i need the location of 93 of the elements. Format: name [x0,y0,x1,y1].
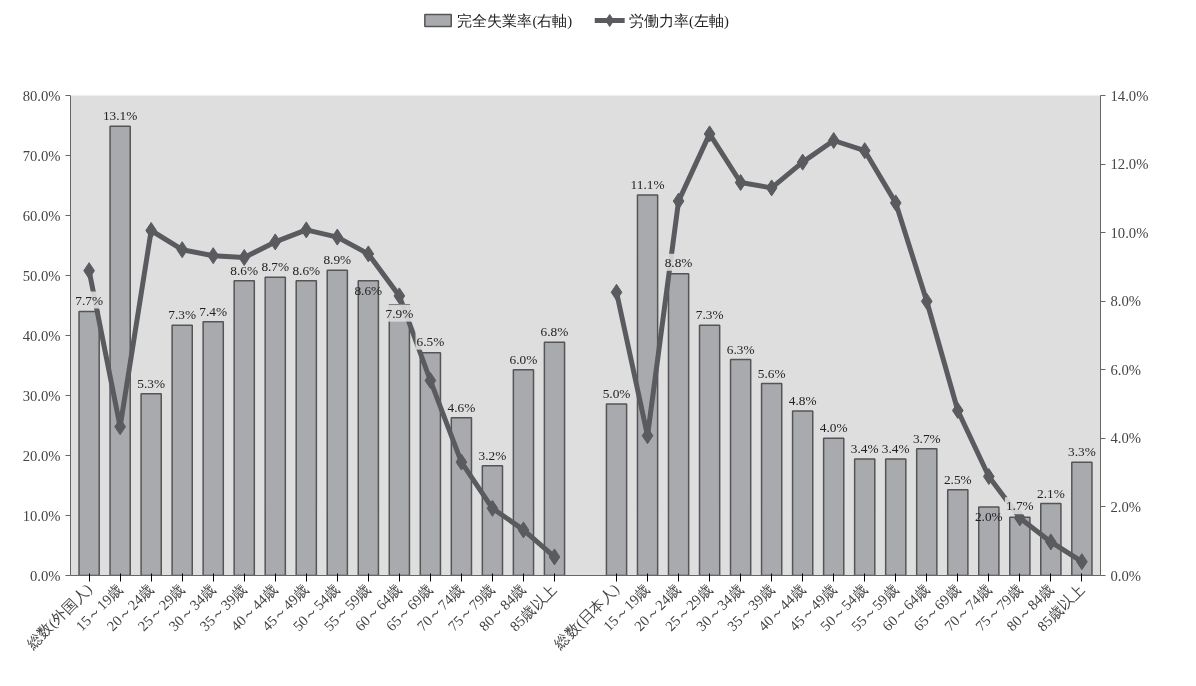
point [145,222,157,239]
point [920,292,933,310]
bar [729,358,752,576]
data-label: 2.1% [1036,485,1065,501]
bar [698,324,721,576]
point [858,142,871,160]
point [331,228,344,246]
data-label: 5.3% [137,375,166,391]
data-label: 8.6% [230,262,259,278]
y-tick-label: 70.0% [22,147,61,164]
data-label: 8.7% [261,259,290,275]
bar [605,403,628,576]
data-label: 7.7% [75,292,103,308]
point [672,192,685,210]
y-tick-label: 50.0% [22,267,61,284]
data-label: 4.0% [819,420,848,436]
point [610,283,623,301]
data-label: 1.7% [1005,498,1034,514]
y-tick-label: 10.0% [22,507,61,524]
data-label: 3.2% [478,447,507,463]
y2-tick-label: 4.0% [1110,430,1142,447]
bar [791,410,814,576]
bar [946,489,969,576]
point [765,179,778,197]
bar [202,321,225,576]
data-label: 7.4% [199,303,228,319]
data-label: 8.8% [664,254,693,270]
point [486,499,499,517]
point [176,241,189,259]
point [300,221,313,239]
bar [264,276,287,576]
y2-tick-label: 8.0% [1110,293,1142,310]
point [548,548,561,566]
y2-tick-label: 14.0% [1110,87,1149,104]
point [424,372,437,389]
legend-label: 完全失業率(右軸) [457,12,573,30]
bar [295,279,318,576]
data-label: 8.9% [323,252,352,268]
legend-label: 労働力率(左軸) [629,12,729,30]
point [207,247,220,265]
data-label: 7.3% [695,307,724,323]
point [889,194,902,212]
point [796,153,809,171]
point [238,249,251,266]
y2-tick-label: 0.0% [1110,567,1142,584]
data-label: 7.9% [385,305,414,321]
data-label: 3.7% [912,430,941,446]
y2-tick-label: 12.0% [1110,156,1149,173]
bar [171,324,194,576]
data-label: 4.6% [447,399,476,415]
bar [140,393,162,576]
data-label: 5.6% [757,365,786,381]
data-label: 3.4% [850,440,879,456]
data-label: 13.1% [102,108,138,124]
data-label: 6.0% [509,351,538,367]
data-label: 8.6% [292,262,321,278]
bar [853,458,876,576]
bar [915,447,938,576]
bar [884,458,907,576]
data-label: 5.0% [602,386,631,402]
bar [822,437,845,576]
y-tick-label: 40.0% [22,327,61,344]
data-label: 3.3% [1068,444,1096,460]
data-label: 4.8% [788,392,817,408]
bar [357,279,380,576]
bar [233,279,256,576]
bar [326,269,349,576]
point [982,468,995,485]
y-tick-label: 60.0% [22,207,61,224]
data-label: 6.5% [416,333,445,349]
y2-tick-label: 2.0% [1110,498,1142,515]
point [393,287,406,305]
point [703,125,716,143]
data-label: 6.8% [540,324,569,340]
point [517,521,530,539]
data-label: 7.3% [168,307,197,323]
y-tick-label: 20.0% [22,447,61,464]
y-tick-label: 0.0% [29,567,61,584]
data-label: 2.5% [943,471,972,487]
data-label: 3.4% [881,440,910,456]
point [362,245,375,263]
data-label: 11.1% [630,176,665,192]
y2-tick-label: 6.0% [1110,361,1142,378]
point [455,453,468,471]
data-label: 6.3% [726,341,755,357]
point [951,402,964,419]
y-tick-label: 80.0% [22,87,61,104]
point [734,174,747,191]
bar [760,382,783,576]
point [269,233,282,251]
point [827,132,840,149]
y-tick-label: 30.0% [22,387,61,404]
y2-tick-label: 10.0% [1110,224,1149,241]
